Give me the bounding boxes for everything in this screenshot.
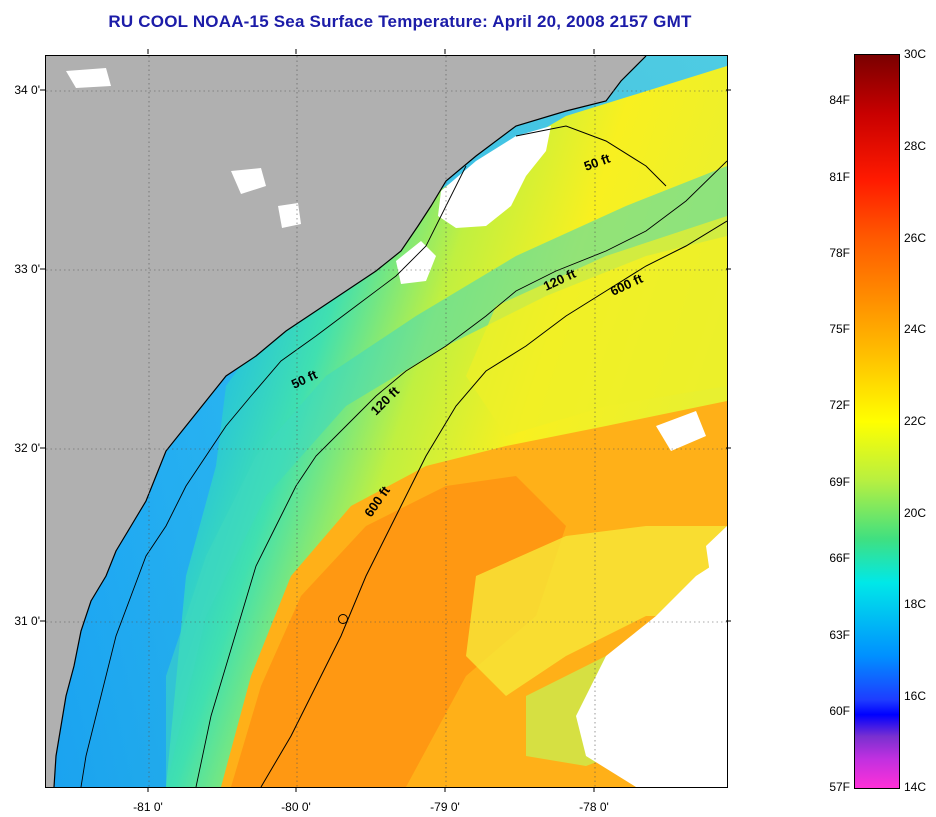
colorbar-c-label: 26C: [904, 231, 927, 245]
sst-map-canvas: 50 ft 50 ft 120 ft 120 ft 600 ft 600 ft: [46, 56, 727, 787]
land-mass: [46, 56, 646, 787]
lon-label-80: -80 0': [281, 800, 311, 814]
colorbar-c-label: 22C: [904, 414, 927, 428]
lon-label-78: -78 0': [579, 800, 609, 814]
map-title: RU COOL NOAA-15 Sea Surface Temperature:…: [108, 12, 692, 31]
cloud-patch: [656, 411, 706, 451]
colorbar-c-label: 28C: [904, 139, 927, 153]
colorbar-f-label: 78F: [829, 246, 850, 260]
colorbar-c-label: 24C: [904, 322, 927, 336]
colorbar-f-label: 63F: [829, 628, 850, 642]
colorbar-c-label: 14C: [904, 780, 927, 794]
cloud-patch: [576, 556, 727, 787]
cloud-patch: [231, 168, 266, 194]
lon-label-79: -79 0': [430, 800, 460, 814]
colorbar-c-label: 16C: [904, 689, 927, 703]
isobath-120ft: [195, 160, 727, 787]
sst-map[interactable]: 50 ft 50 ft 120 ft 120 ft 600 ft 600 ft: [45, 55, 728, 788]
colorbar-c-label: 20C: [904, 506, 927, 520]
cloud-patch: [66, 68, 111, 88]
colorbar-c-label: 18C: [904, 597, 927, 611]
colorbar-f-label: 69F: [829, 475, 850, 489]
cloud-patch: [438, 126, 551, 228]
lat-label-34: 34 0': [14, 83, 40, 97]
colorbar-c-label: 30C: [904, 47, 927, 61]
colorbar-f-label: 66F: [829, 551, 850, 565]
yellow-eddy: [466, 526, 727, 696]
isobath-50ft-south: [80, 165, 467, 787]
graticule: [46, 56, 727, 787]
colorbar-f-label: 84F: [829, 93, 850, 107]
isobath-50ft: [515, 125, 667, 187]
cloud-patch: [396, 241, 436, 284]
isobath-600ft: [260, 220, 727, 787]
lat-label-31: 31 0': [14, 614, 40, 628]
cloud-patch: [706, 526, 727, 586]
offshore-yellow: [466, 216, 727, 436]
lat-label-32: 32 0': [14, 441, 40, 455]
lat-label-33: 33 0': [14, 262, 40, 276]
coastline: [53, 56, 647, 787]
mid-shelf-water: [166, 166, 727, 787]
warm-core: [231, 476, 566, 787]
cloud-patch: [278, 203, 301, 228]
colorbar-f-label: 60F: [829, 704, 850, 718]
colorbar-f-label: 81F: [829, 170, 850, 184]
colorbar-f-label: 72F: [829, 398, 850, 412]
lon-label-81: -81 0': [133, 800, 163, 814]
colorbar-f-label: 75F: [829, 322, 850, 336]
colorbar-f-label: 57F: [829, 780, 850, 794]
temperature-colorbar: [854, 54, 900, 789]
station-marker[interactable]: [338, 614, 348, 624]
